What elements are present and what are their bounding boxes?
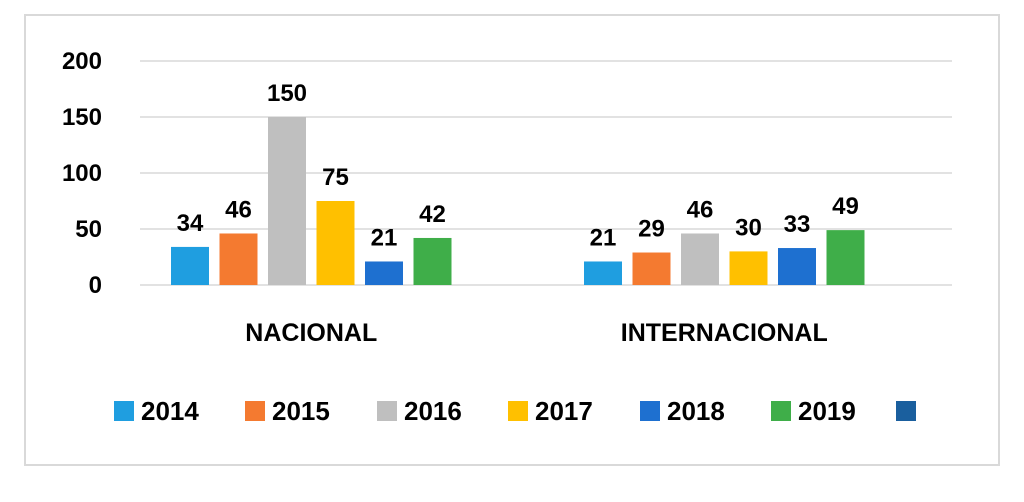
legend-swatch <box>640 401 660 421</box>
data-label: 34 <box>177 210 204 237</box>
legend-swatch <box>896 401 916 421</box>
bar <box>826 230 865 285</box>
data-label: 21 <box>590 224 617 251</box>
legend-swatch <box>245 401 265 421</box>
data-label: 42 <box>419 201 446 228</box>
y-tick-label: 50 <box>75 216 102 243</box>
y-tick-label: 0 <box>89 272 102 299</box>
legend-label: 2018 <box>667 396 725 426</box>
data-label: 150 <box>267 80 307 107</box>
data-label: 75 <box>322 164 349 191</box>
bar <box>729 251 768 285</box>
bar <box>632 252 671 285</box>
data-label: 46 <box>687 196 714 223</box>
data-label: 33 <box>784 211 811 238</box>
legend-label: 2017 <box>535 396 593 426</box>
legend-swatch <box>377 401 397 421</box>
bar <box>778 248 816 285</box>
data-label: 21 <box>371 224 398 251</box>
legend-label: 2019 <box>798 396 856 426</box>
y-tick-label: 200 <box>62 48 102 75</box>
bar <box>316 201 355 285</box>
x-category-label: NACIONAL <box>245 319 377 347</box>
data-label: 29 <box>638 216 665 243</box>
y-tick-label: 150 <box>62 104 102 131</box>
x-category-label: INTERNACIONAL <box>621 319 828 347</box>
bar <box>413 237 452 285</box>
legend-label: 2015 <box>272 396 330 426</box>
bar <box>268 117 306 285</box>
legend-label: 2014 <box>141 396 199 426</box>
legend-label: 2016 <box>404 396 462 426</box>
bar <box>219 233 258 285</box>
bar <box>681 233 719 285</box>
y-tick-label: 100 <box>62 160 102 187</box>
legend-swatch <box>508 401 528 421</box>
bar <box>171 246 209 285</box>
legend-swatch <box>114 401 134 421</box>
bar <box>584 261 622 285</box>
legend-swatch <box>771 401 791 421</box>
data-label: 49 <box>832 193 859 220</box>
data-label: 30 <box>735 214 762 241</box>
bar <box>365 261 403 285</box>
data-label: 46 <box>225 196 252 223</box>
